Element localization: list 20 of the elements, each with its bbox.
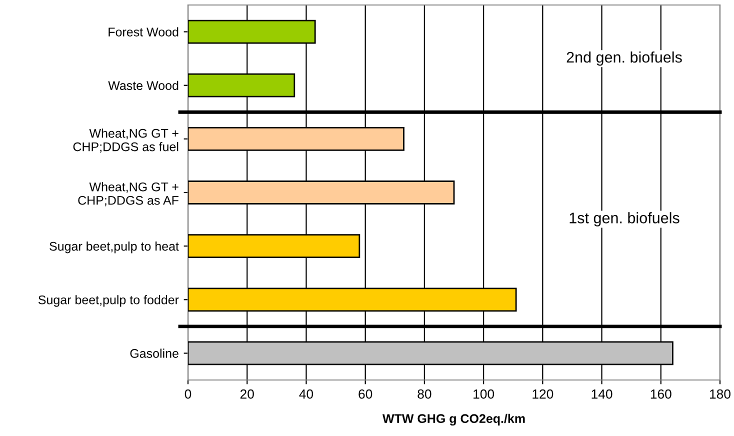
annotation: 1st gen. biofuels: [570, 212, 680, 226]
y-tick-label: Gasoline: [130, 348, 178, 358]
x-tick-label: 40: [299, 389, 314, 399]
y-tick-label: Forest Wood: [108, 27, 178, 36]
x-tick-label: 80: [418, 389, 432, 399]
x-tick-label: 140: [592, 389, 612, 399]
x-tick-label: 160: [650, 389, 672, 399]
y-tick-label: Sugar beet,pulp to fodder: [38, 295, 179, 307]
y-tick-label: Wheat,NG GT + CHP;DDGS as fuel: [73, 128, 178, 153]
x-tick-label: 120: [532, 389, 554, 399]
y-tick-label: Wheat,NG GT + CHP;DDGS as AF: [78, 182, 178, 206]
annotation: 2nd gen. biofuels: [566, 51, 682, 66]
y-tick-label: Waste Wood: [108, 80, 178, 90]
x-tick-label: 180: [710, 389, 730, 399]
x-tick-label: 0: [184, 389, 192, 399]
x-axis-title: WTW GHG g CO2eq./km: [382, 414, 525, 426]
x-tick-label: 20: [240, 389, 254, 399]
y-tick-label: Sugar beet,pulp to heat: [50, 242, 179, 254]
x-tick-label: 60: [358, 389, 372, 399]
x-tick-label: 100: [474, 389, 494, 399]
